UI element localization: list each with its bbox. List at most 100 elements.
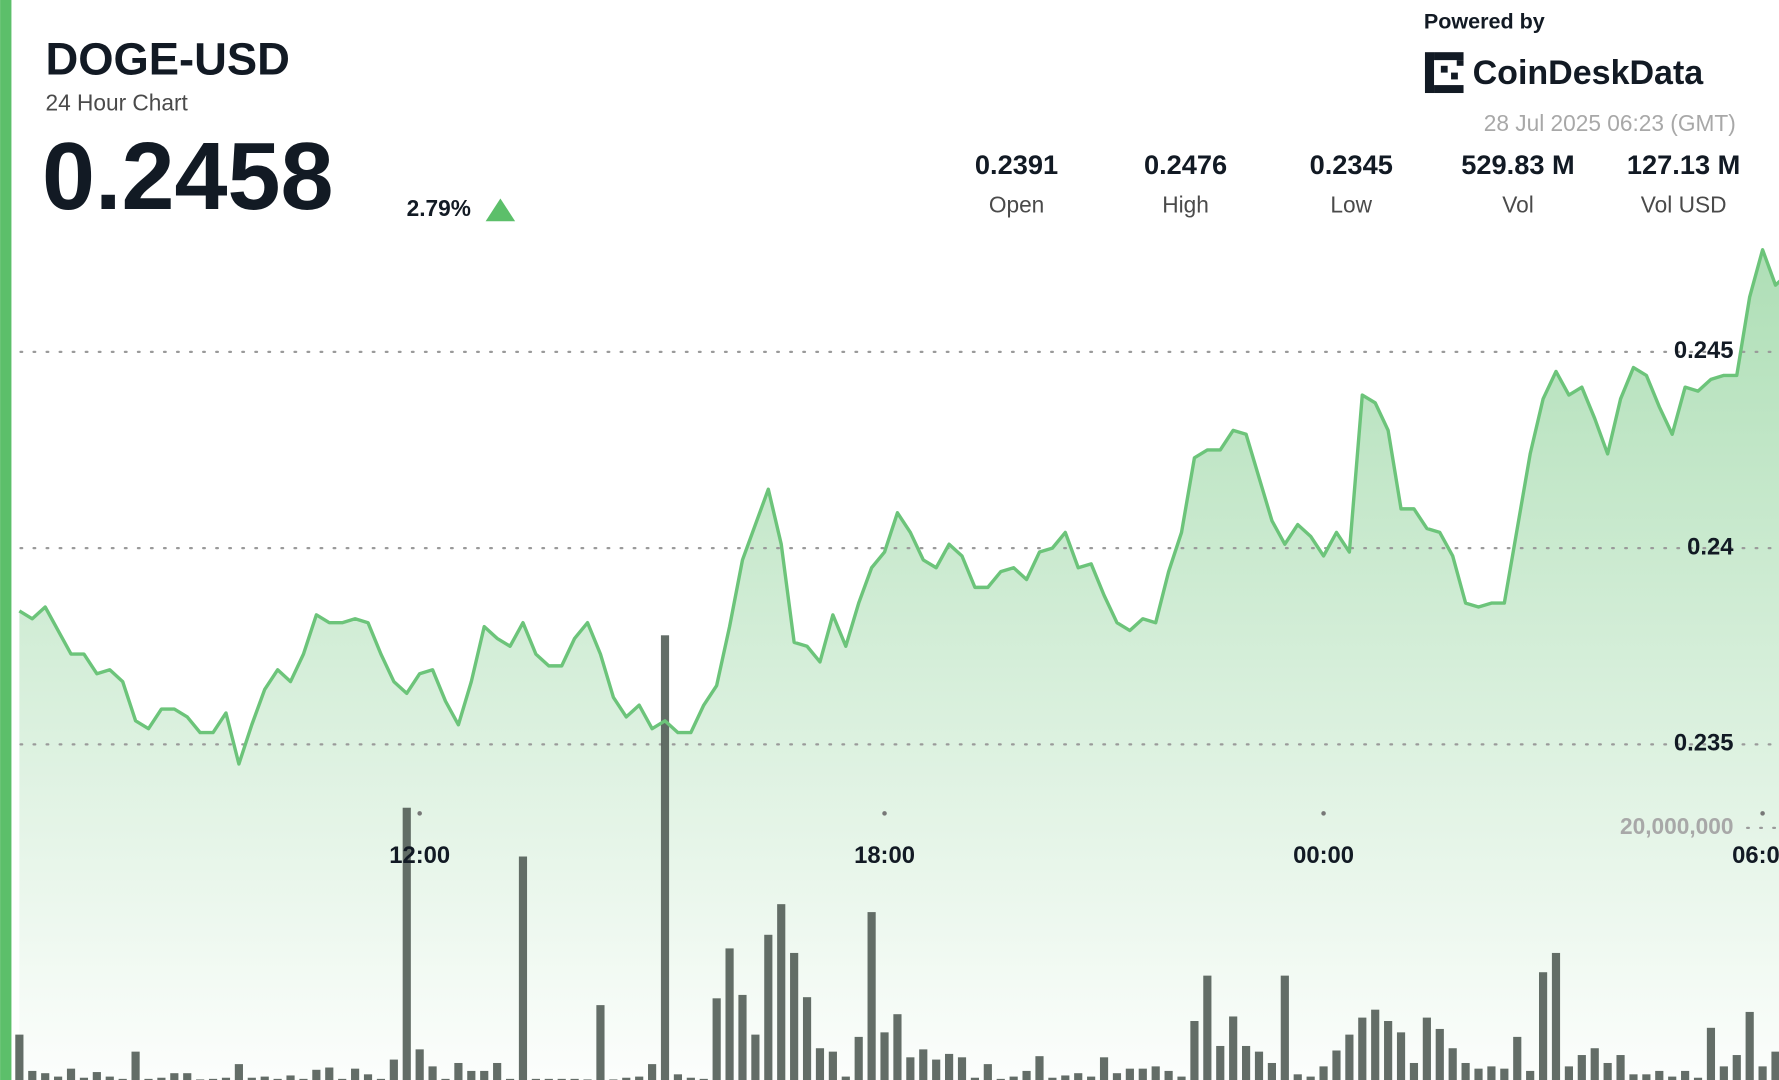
stat-value: 0.2391: [975, 149, 1058, 180]
volume-bar: [1590, 1048, 1599, 1080]
volume-bar: [932, 1059, 941, 1080]
volume-bar: [299, 1078, 308, 1080]
volume-bar: [247, 1077, 256, 1080]
volume-bar: [1564, 1066, 1573, 1080]
volume-bar: [1280, 975, 1289, 1080]
brand-logo: [1424, 52, 1464, 94]
powered-by: Powered by: [1424, 8, 1545, 33]
volume-bar: [996, 1078, 1005, 1080]
volume-bar: [648, 1064, 657, 1080]
volume-bar: [751, 1034, 760, 1080]
volume-bar: [867, 912, 876, 1080]
volume-bar: [1422, 1017, 1431, 1080]
volume-bar: [338, 1078, 347, 1080]
volume-bar: [1112, 1073, 1122, 1080]
x-tick-mark: [1760, 811, 1765, 816]
volume-bar: [945, 1053, 954, 1080]
plot-area: 0.235 0.24 0.245 20,000,000 12:00 18:00 00:00 0…: [15, 248, 1779, 1080]
volume-bar: [157, 1077, 166, 1080]
volume-bar: [596, 1005, 605, 1080]
up-arrow: [485, 198, 516, 222]
volume-bar: [1384, 1021, 1393, 1080]
volume-bar: [41, 1073, 50, 1080]
volume-bar: [1745, 1011, 1754, 1080]
volume-bar: [351, 1068, 360, 1080]
stat-value: 0.2476: [1144, 149, 1227, 180]
y-tick-label: 0.235: [1674, 730, 1734, 757]
volume-bar: [1706, 1027, 1716, 1080]
volume-bar: [1190, 1021, 1199, 1080]
volume-bar: [1229, 1016, 1238, 1080]
volume-bar: [1358, 1017, 1367, 1080]
volume-bar: [1668, 1076, 1677, 1080]
volume-bar: [738, 994, 747, 1080]
volume-bar: [428, 1066, 437, 1080]
volume-bar: [1022, 1070, 1031, 1080]
y-tick-label: 0.245: [1674, 337, 1734, 364]
volume-bar: [1009, 1076, 1018, 1080]
stat-label: High: [1162, 191, 1209, 217]
volume-bar: [983, 1064, 992, 1080]
volume-bar: [1474, 1068, 1483, 1080]
price-area: [19, 249, 1779, 1080]
volume-bar: [376, 1078, 386, 1080]
volume-bar: [505, 1078, 515, 1080]
volume-bar: [712, 998, 721, 1080]
volume-bar: [1603, 1062, 1612, 1080]
volume-bar: [1267, 1062, 1276, 1080]
stat-label: Open: [989, 191, 1044, 217]
volume-bar: [208, 1078, 218, 1080]
volume-bar: [1125, 1068, 1134, 1080]
volume-bar: [841, 1076, 850, 1080]
volume-bar: [1551, 952, 1561, 1080]
volume-bar: [286, 1075, 295, 1080]
x-tick-mark: [417, 811, 422, 816]
last-price: 0.2458: [42, 124, 333, 230]
volume-bar: [1538, 972, 1548, 1080]
volume-bar: [221, 1077, 231, 1080]
volume-bar: [570, 1078, 579, 1080]
volume-bar: [854, 1036, 863, 1080]
volume-bar: [1164, 1070, 1173, 1080]
volume-bar: [1396, 1032, 1406, 1080]
volume-bar: [467, 1070, 476, 1080]
volume-bar: [454, 1062, 463, 1080]
volume-bar: [1293, 1074, 1302, 1080]
volume-bar: [893, 1014, 902, 1080]
volume-bar: [906, 1057, 915, 1080]
volume-bar: [1048, 1077, 1057, 1080]
volume-bar: [970, 1077, 980, 1080]
volume-bar: [1693, 1077, 1703, 1080]
price-line: [18, 248, 1779, 766]
volume-bar: [1203, 975, 1212, 1080]
brand: CoinDeskData: [1473, 54, 1705, 92]
volume-bar: [312, 1069, 321, 1080]
volume-bar: [1254, 1051, 1264, 1080]
stat-value: 127.13 M: [1627, 149, 1741, 180]
volume-bar: [1151, 1066, 1160, 1080]
volume-bar: [402, 807, 411, 1080]
volume-bar: [1435, 1028, 1444, 1080]
y-tick-label: 0.24: [1687, 533, 1734, 560]
volume-bar: [1306, 1076, 1315, 1080]
volume-bar: [79, 1077, 89, 1080]
stat-value: 529.83 M: [1461, 149, 1574, 180]
volume-bar: [441, 1078, 450, 1080]
volume-bar: [699, 1078, 708, 1080]
stat-label: Vol USD: [1641, 191, 1727, 217]
volume-bar: [557, 1078, 566, 1080]
volume-bar: [1242, 1045, 1251, 1080]
volume-bar: [1448, 1048, 1457, 1080]
volume-bar: [673, 1074, 683, 1080]
volume-bar: [725, 948, 734, 1080]
volume-bar: [131, 1051, 140, 1080]
volume-bar: [957, 1057, 967, 1080]
subtitle: 24 Hour Chart: [45, 89, 188, 115]
x-tick-mark: [1321, 811, 1326, 816]
volume-bar: [234, 1064, 243, 1080]
volume-bar: [1371, 1009, 1380, 1080]
volume-bar: [880, 1032, 889, 1080]
volume-bar: [1629, 1074, 1638, 1080]
volume-bar: [1616, 1055, 1625, 1080]
